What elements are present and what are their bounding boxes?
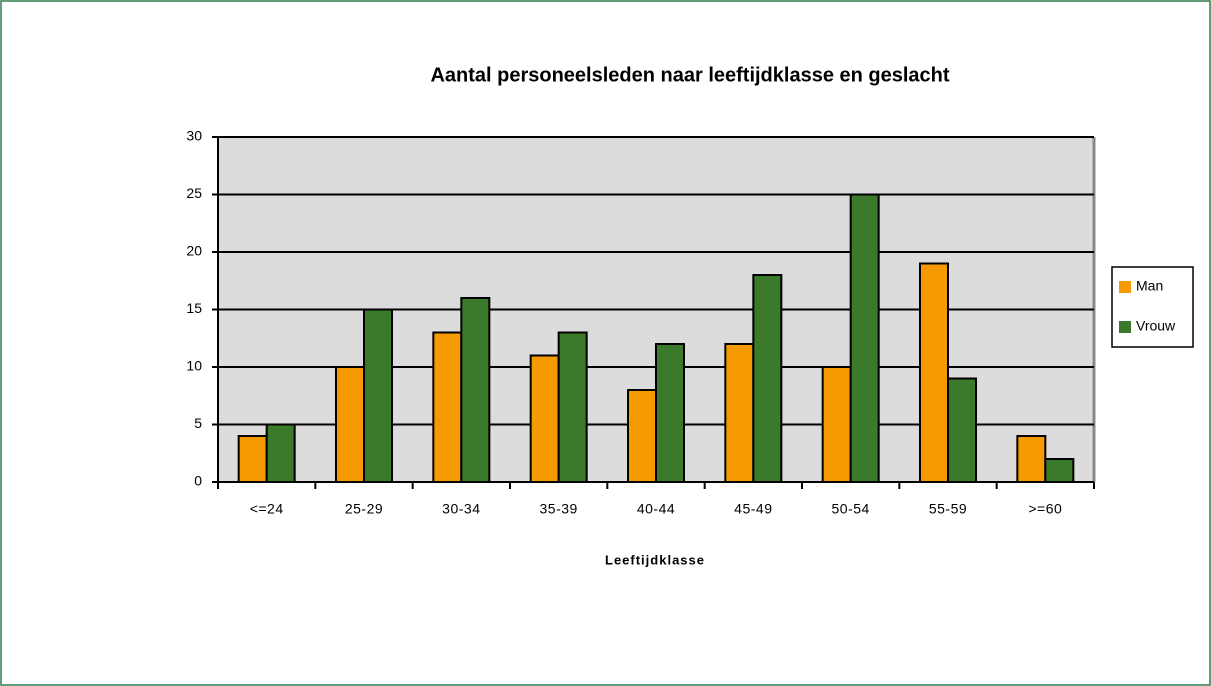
bar	[460, 297, 491, 483]
bar	[947, 377, 977, 483]
bar	[849, 193, 880, 483]
bar	[821, 366, 852, 483]
chart-title: Aantal personeelsleden naar leeftijdklas…	[430, 64, 949, 86]
bar	[363, 308, 393, 483]
bar	[529, 354, 560, 483]
x-tick-label: <=24	[250, 501, 284, 517]
y-tick-label: 30	[186, 128, 202, 144]
x-tick-label: 30-34	[442, 501, 480, 517]
x-tick-label: 50-54	[832, 501, 870, 517]
legend-label: Vrouw	[1136, 318, 1176, 334]
y-tick-label: 15	[186, 300, 202, 316]
bar	[919, 262, 949, 483]
legend-label: Man	[1136, 278, 1163, 294]
x-tick-label: 35-39	[540, 501, 578, 517]
x-axis-title: Leeftijdklasse	[605, 552, 705, 567]
bar	[724, 343, 755, 483]
x-tick-label: 45-49	[734, 501, 772, 517]
bar	[432, 331, 463, 483]
y-tick-label: 5	[194, 415, 202, 431]
y-tick-label: 25	[186, 185, 202, 201]
bar	[1016, 435, 1047, 483]
legend-swatch	[1119, 281, 1131, 293]
bar	[335, 366, 365, 483]
x-tick-label: 40-44	[637, 501, 675, 517]
x-tick-label: 25-29	[345, 501, 383, 517]
legend-box	[1111, 266, 1194, 348]
bar	[1044, 458, 1075, 483]
x-tick-label: >=60	[1028, 501, 1062, 517]
bar	[655, 343, 685, 483]
x-tick-label: 55-59	[929, 501, 967, 517]
bar	[752, 274, 783, 483]
y-tick-label: 20	[186, 243, 202, 259]
y-tick-label: 10	[186, 358, 202, 374]
bar	[237, 435, 268, 483]
legend-swatch	[1119, 321, 1131, 333]
bar	[557, 331, 588, 483]
y-tick-label: 0	[194, 473, 202, 489]
bar	[627, 389, 657, 483]
bar	[265, 423, 296, 483]
